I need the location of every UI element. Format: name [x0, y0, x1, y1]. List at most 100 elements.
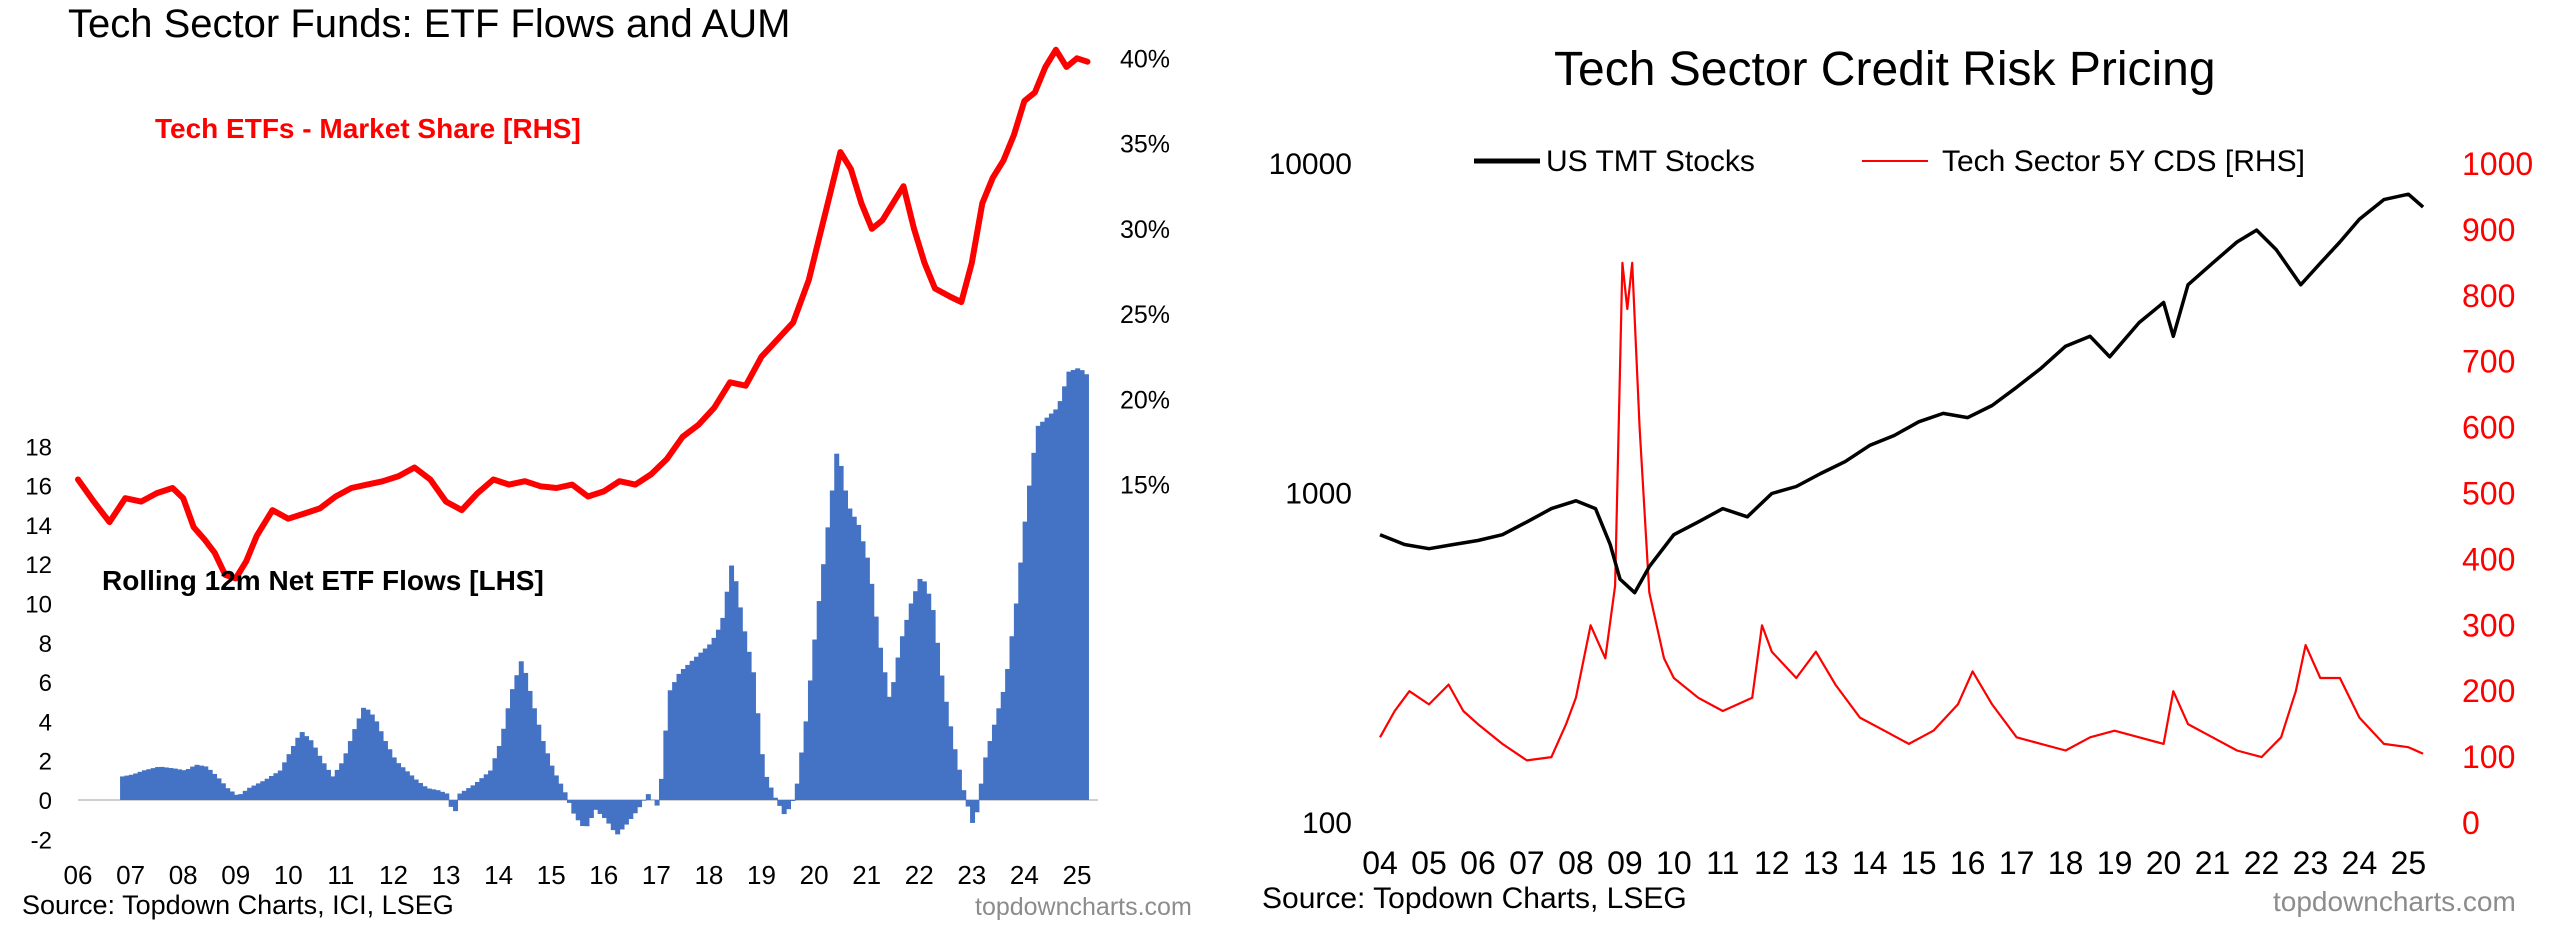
flow-bar	[461, 790, 467, 800]
market-share-annotation: Tech ETFs - Market Share [RHS]	[155, 113, 581, 144]
flow-bar	[702, 648, 708, 800]
flow-bar	[510, 689, 515, 800]
flow-bar	[317, 755, 323, 800]
left-y-tick-label: 100	[1302, 807, 1352, 840]
flow-bar	[343, 753, 349, 800]
flow-bar	[1083, 374, 1089, 800]
x-tick-label: 19	[747, 860, 776, 890]
x-tick-label: 23	[2293, 845, 2329, 881]
flow-bar	[369, 714, 375, 800]
x-tick-label: 14	[484, 860, 513, 890]
left-y-tick-label: 0	[39, 788, 52, 815]
flow-bar	[878, 647, 884, 800]
flow-bar	[177, 769, 183, 800]
flow-bar	[917, 578, 923, 800]
x-tick-label: 06	[64, 860, 93, 890]
flow-bar	[312, 747, 318, 800]
flow-bar	[672, 682, 678, 800]
flow-bar	[531, 708, 537, 800]
flow-bar	[904, 619, 910, 800]
flow-bar	[540, 741, 546, 800]
flow-bar	[1009, 636, 1015, 800]
flow-bar	[233, 794, 239, 800]
flow-bar	[286, 754, 292, 800]
x-tick-label: 25	[1063, 860, 1092, 890]
flow-bar	[952, 749, 958, 800]
flow-bar	[352, 729, 358, 800]
x-tick-label: 22	[2244, 845, 2280, 881]
flow-bar	[190, 766, 196, 800]
flow-bar	[1070, 369, 1076, 800]
flow-bar	[304, 736, 310, 800]
flow-bar	[913, 591, 919, 800]
flow-bar	[882, 672, 888, 800]
flow-bar	[821, 564, 827, 800]
flow-bar	[593, 800, 599, 810]
flow-bar	[970, 800, 976, 823]
flow-bar	[146, 769, 152, 800]
left-y-tick-label: 1000	[1285, 478, 1352, 511]
right-y-tick-label: 400	[2462, 541, 2515, 577]
x-tick-label: 23	[957, 860, 986, 890]
flow-bar	[325, 769, 331, 800]
flow-bar	[330, 776, 336, 800]
flow-bar	[856, 524, 862, 800]
flow-bar	[553, 775, 559, 800]
x-tick-label: 08	[169, 860, 198, 890]
flow-bar	[615, 800, 621, 835]
flow-bar	[790, 800, 796, 801]
flow-bar	[128, 774, 134, 800]
flow-bar	[299, 732, 305, 800]
flow-bar	[689, 660, 695, 800]
flow-bar	[663, 730, 669, 800]
left-chart-title: Tech Sector Funds: ETF Flows and AUM	[68, 2, 791, 46]
flow-bar	[759, 754, 765, 800]
left-y-tick-label: 14	[25, 513, 52, 540]
flow-bar	[566, 800, 572, 803]
cds-line	[1379, 261, 2424, 762]
flow-bar	[816, 601, 822, 800]
market-share-line	[75, 46, 1091, 582]
flow-bar	[426, 788, 432, 800]
left-y-tick-label: 4	[39, 709, 52, 736]
flow-bar	[444, 793, 450, 800]
flow-bar	[1000, 691, 1006, 800]
flow-bar	[623, 800, 629, 825]
left-y-tick-label: 12	[25, 552, 52, 579]
flow-bar	[571, 800, 577, 814]
flow-bar	[1013, 603, 1019, 800]
flow-bar	[1018, 562, 1024, 800]
x-tick-label: 22	[905, 860, 934, 890]
flow-bar	[527, 690, 533, 800]
flow-bar	[558, 783, 564, 800]
flow-bar	[812, 639, 818, 800]
right-y-tick-label: 800	[2462, 278, 2515, 314]
flow-bar	[247, 787, 253, 800]
x-tick-label: 20	[800, 860, 829, 890]
right-chart-panel: Tech Sector Credit Risk Pricing 100 1000 1…	[1240, 0, 2550, 930]
x-tick-label: 09	[221, 860, 250, 890]
right-y-tick-label: 500	[2462, 476, 2515, 512]
flow-bar	[772, 797, 778, 800]
flow-bar	[141, 770, 147, 800]
flow-bar	[658, 778, 664, 800]
flow-bar	[694, 656, 700, 800]
flow-bar	[238, 794, 244, 800]
flow-bar	[159, 766, 165, 800]
flow-bar	[133, 773, 139, 800]
flow-bar	[746, 651, 752, 800]
flow-bar	[943, 701, 949, 800]
left-y-tick-label: 2	[39, 749, 52, 776]
flow-bar	[378, 731, 384, 800]
flow-bar	[1035, 425, 1041, 800]
flow-bar	[956, 769, 962, 800]
flow-bar	[448, 800, 454, 807]
right-source-text: Source: Topdown Charts, LSEG	[1262, 882, 1687, 915]
flow-bar	[545, 753, 551, 800]
flow-bar	[264, 778, 270, 800]
flow-bar	[242, 790, 248, 800]
flow-bar	[873, 616, 879, 800]
x-tick-label: 20	[2146, 845, 2182, 881]
flow-bar	[606, 800, 612, 824]
flow-bar	[1031, 452, 1037, 800]
